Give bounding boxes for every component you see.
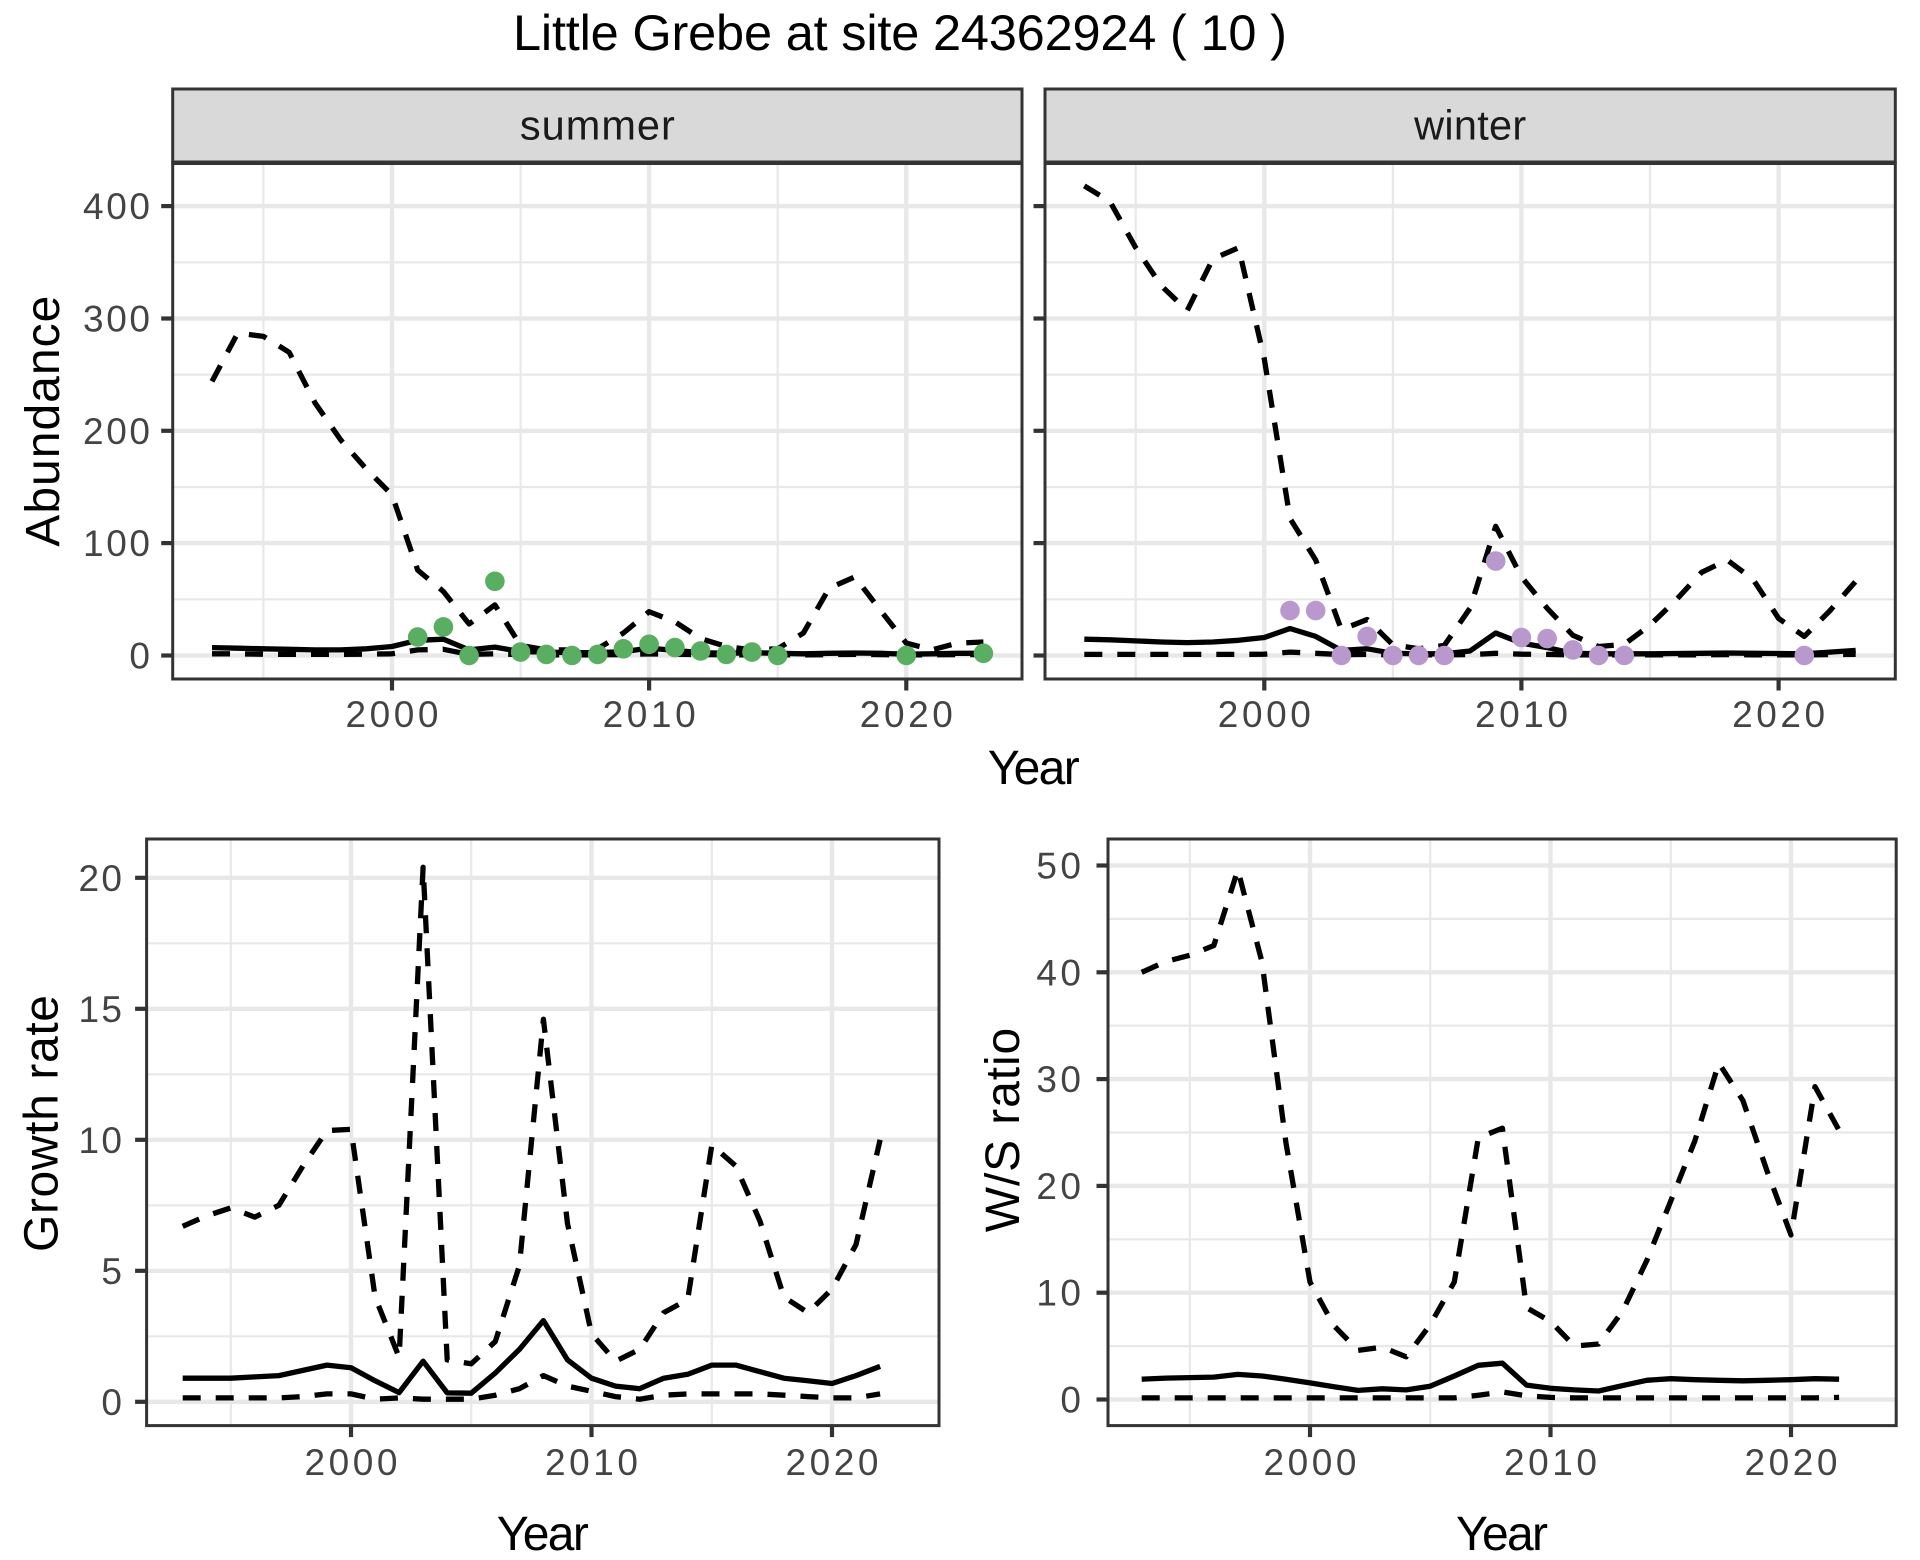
svg-text:Year: Year xyxy=(497,1508,589,1560)
svg-text:Little Grebe at site 24362924: Little Grebe at site 24362924 ( 10 ) xyxy=(513,4,1287,61)
svg-text:Growth rate: Growth rate xyxy=(16,995,69,1252)
svg-text:100: 100 xyxy=(83,523,150,564)
svg-text:W/S ratio: W/S ratio xyxy=(977,1028,1030,1233)
svg-text:200: 200 xyxy=(83,411,150,452)
svg-text:Year: Year xyxy=(1456,1508,1548,1560)
svg-text:winter: winter xyxy=(1413,102,1526,149)
svg-text:Abundance: Abundance xyxy=(17,296,70,547)
svg-text:0: 0 xyxy=(1060,1380,1081,1421)
svg-text:0: 0 xyxy=(129,636,150,677)
svg-text:5: 5 xyxy=(101,1251,122,1292)
svg-text:0: 0 xyxy=(101,1382,122,1423)
svg-text:300: 300 xyxy=(83,298,150,339)
svg-text:400: 400 xyxy=(83,186,150,227)
svg-text:summer: summer xyxy=(520,102,675,149)
svg-text:Year: Year xyxy=(988,742,1080,795)
